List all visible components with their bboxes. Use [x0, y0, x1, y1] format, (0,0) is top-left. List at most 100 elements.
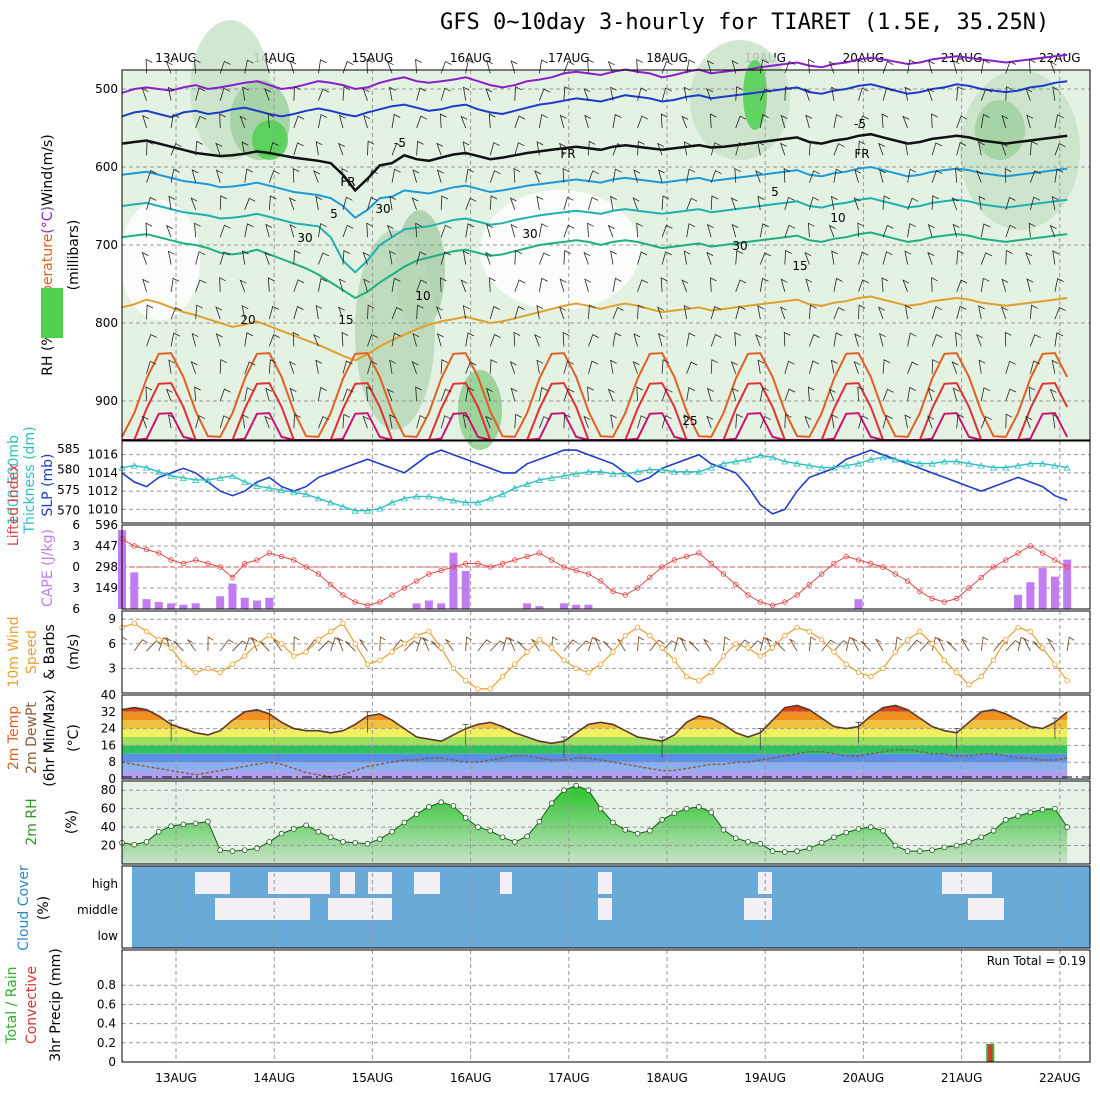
wind-barb	[342, 61, 354, 74]
wind-barb	[146, 140, 154, 156]
cape-bar	[584, 604, 593, 609]
wind-barb	[706, 223, 714, 238]
slp-line	[121, 449, 1068, 515]
lifted-index-point	[954, 595, 960, 602]
thickness-point	[793, 460, 801, 467]
wind-barb	[784, 360, 795, 374]
lifted-index-point	[291, 557, 297, 563]
wind-barb	[267, 277, 275, 292]
wind-speed-point	[131, 620, 137, 626]
wind-speed-point	[1027, 628, 1034, 635]
wind-speed-point	[659, 645, 665, 651]
wind-barb	[465, 223, 475, 238]
wind-barb	[784, 86, 792, 101]
wind-barb	[951, 361, 959, 374]
wind-barb	[416, 87, 427, 101]
wind-barb	[955, 168, 962, 183]
precip-tick: 0.6	[97, 997, 116, 1011]
wind-barb	[293, 279, 305, 292]
thickness-point	[952, 458, 961, 465]
wind-barb	[780, 114, 788, 129]
lifted-index-point	[242, 560, 248, 567]
contour-label: 30	[297, 231, 312, 245]
wind-barb	[683, 86, 691, 101]
isotherm-5	[121, 165, 1068, 219]
wind-barb	[980, 387, 991, 402]
wind-speed-point	[192, 669, 199, 676]
wind-barb	[882, 195, 891, 210]
wind-barb	[563, 196, 574, 211]
wind10-barb	[318, 640, 334, 652]
wind-speed-point	[831, 649, 837, 655]
rh-point	[364, 840, 371, 847]
pressure-tick: 500	[95, 82, 118, 96]
lifted-label-part: Lifted Index	[6, 464, 22, 546]
contour-label: 5	[771, 185, 779, 199]
wind-barb	[927, 415, 935, 429]
thickness-point	[707, 464, 715, 471]
wind-barb	[759, 223, 769, 238]
rh-label-unit: (%)	[64, 810, 80, 834]
wind-barb	[833, 332, 843, 347]
wind-barb	[1000, 306, 1008, 320]
thickness-point	[449, 497, 458, 504]
rh-point	[438, 799, 444, 806]
thickness-label-1: 1000-500mb	[6, 435, 22, 525]
wind-speed-point	[1064, 678, 1070, 684]
wind-barb	[1005, 249, 1013, 265]
wind-speed-point	[818, 637, 825, 643]
rh-point	[585, 787, 592, 794]
wind10-barb	[489, 640, 506, 652]
wind-barb	[657, 333, 665, 347]
wind-speed-point	[389, 649, 395, 655]
wind-speed-point	[757, 653, 763, 659]
wind-barb	[514, 115, 526, 129]
precip-tick: 0.8	[97, 978, 116, 992]
wind-barb	[755, 333, 762, 347]
wind-barb	[783, 331, 791, 347]
rh-point	[892, 842, 899, 849]
wind10-barb	[359, 639, 368, 652]
wind-barb	[931, 359, 939, 374]
wind-barb	[956, 86, 964, 101]
wind-barb	[315, 304, 323, 320]
minmax-mark	[757, 728, 764, 750]
rh-tick: 60	[101, 802, 116, 816]
wind10-barb	[1046, 637, 1056, 652]
wind-barb	[141, 415, 149, 429]
lifted-index-point	[352, 599, 358, 605]
cape-bar	[191, 603, 200, 609]
rh-point	[929, 847, 935, 853]
slp-tick: 1014	[87, 466, 118, 480]
wind-barb	[1028, 58, 1036, 74]
wind-barb	[367, 196, 378, 211]
wind-barb	[1054, 306, 1066, 320]
wind-barb	[807, 222, 815, 238]
precip-tick: 0	[108, 1055, 116, 1069]
wind-barb	[440, 87, 451, 101]
thickness-point	[253, 482, 261, 489]
wind-barb	[288, 360, 296, 374]
cape-bar	[412, 603, 421, 609]
thickness-point	[277, 486, 286, 494]
wind-barb	[194, 386, 201, 402]
rh-point	[708, 809, 714, 816]
wind-barb	[341, 331, 349, 347]
wind-barb	[636, 386, 644, 402]
rh-point	[327, 834, 334, 841]
rh-point	[806, 845, 813, 852]
rh-point	[426, 804, 432, 810]
rh-point	[880, 827, 886, 834]
wind-barb	[563, 61, 575, 74]
cape-bar	[1063, 559, 1072, 609]
wind-barb	[706, 251, 714, 265]
wind-barb	[391, 113, 401, 129]
lifted-index-point	[131, 543, 137, 549]
wind-barb	[242, 414, 249, 429]
thickness-point	[400, 495, 409, 502]
thickness-point	[486, 495, 494, 502]
wind-barb	[318, 416, 330, 429]
wind-barb	[167, 86, 175, 101]
wind-label-1-part: 10m Wind	[6, 616, 22, 687]
wind10-barb	[251, 636, 258, 652]
